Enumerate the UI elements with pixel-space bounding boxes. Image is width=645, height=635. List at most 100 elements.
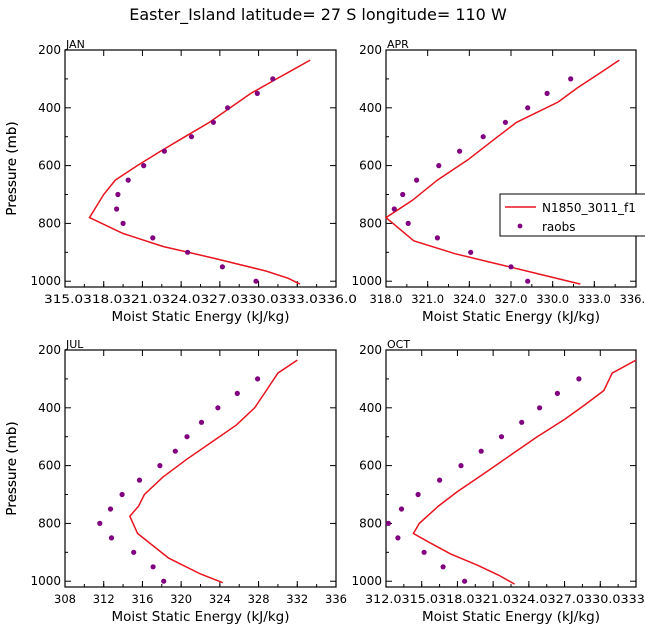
- obs-point: [120, 220, 126, 226]
- panel-label: APR: [387, 38, 409, 51]
- obs-point: [150, 564, 156, 570]
- y-tick-label: 400: [359, 401, 382, 415]
- y-tick-label: 800: [38, 216, 61, 230]
- obs-point: [525, 105, 531, 111]
- y-axis-label: Pressure (mb): [4, 421, 20, 515]
- x-tick-label: 332: [286, 592, 308, 606]
- plot-frame: [64, 349, 337, 588]
- y-tick-label: 1000: [30, 574, 61, 588]
- y-tick-label: 600: [359, 459, 382, 473]
- y-tick-label: 200: [38, 43, 61, 57]
- x-axis-label: Moist Static Energy (kJ/kg): [112, 309, 290, 325]
- y-tick-label: 800: [359, 216, 382, 230]
- y-tick-label: 1000: [30, 274, 61, 288]
- legend-model-label: N1850_3011_f1: [542, 201, 636, 215]
- panel-label: OCT: [387, 338, 410, 351]
- y-tick-label: 200: [359, 343, 382, 357]
- obs-point: [519, 419, 525, 425]
- obs-point: [478, 448, 484, 454]
- x-tick-label: 336.0: [620, 292, 645, 306]
- x-tick-label: 321.0: [411, 292, 444, 306]
- obs-point: [161, 148, 167, 154]
- obs-point: [405, 220, 411, 226]
- obs-point: [525, 278, 531, 284]
- obs-point: [554, 390, 561, 396]
- panels: JAN 315.0318.0321.0324.0327.0330.0333.033…: [4, 38, 645, 625]
- obs-point: [457, 148, 463, 154]
- obs-point: [415, 491, 421, 498]
- obs-point: [225, 105, 231, 111]
- y-axis-label: Pressure (mb): [4, 121, 20, 215]
- legend: N1850_3011_f1 raobs: [499, 193, 645, 237]
- y-tick-label: 800: [359, 516, 382, 530]
- obs-point: [440, 564, 446, 570]
- obs-point: [150, 235, 156, 241]
- chart-panel-oct: OCT 312.0315.0318.0321.0324.0327.0330.033…: [4, 338, 645, 625]
- obs-point: [255, 376, 261, 382]
- obs-point: [131, 549, 137, 555]
- obs-point: [436, 163, 442, 169]
- plot-frame: [385, 49, 637, 288]
- obs-point: [391, 206, 397, 212]
- obs-point: [125, 177, 131, 183]
- chart-panel-jul: JUL 308 312 316 320 324 328 332 336 200 400 600 800 1…: [4, 338, 347, 625]
- obs-point: [210, 119, 216, 125]
- obs-point: [421, 549, 427, 555]
- x-tick-label: 316: [131, 592, 153, 606]
- obs-point: [215, 405, 221, 411]
- x-axis-label: Moist Static Energy (kJ/kg): [422, 309, 600, 325]
- x-tick-label: 333.0: [578, 292, 611, 306]
- obs-point: [462, 578, 468, 584]
- obs-point: [544, 90, 550, 96]
- obs-point: [254, 90, 260, 96]
- obs-point: [498, 434, 505, 440]
- obs-point: [568, 76, 574, 82]
- obs-point: [576, 376, 582, 382]
- x-tick-labels: 315.0318.0321.0324.0327.0330.0333.0336.0: [44, 292, 357, 306]
- x-tick-label: 320: [170, 592, 192, 606]
- obs-point: [480, 134, 486, 140]
- x-tick-label: 312: [93, 592, 115, 606]
- series-line-model: [412, 359, 637, 585]
- obs-point: [385, 520, 391, 527]
- figure-title: Easter_Island latitude= 27 S longitude= …: [129, 5, 507, 25]
- obs-point: [107, 506, 114, 512]
- x-tick-label: 327.0: [495, 292, 528, 306]
- x-tick-label: 318.0: [370, 292, 403, 306]
- chart-panel-jan: JAN 315.0318.0321.0324.0327.0330.0333.033…: [4, 38, 357, 325]
- obs-point: [270, 76, 276, 82]
- obs-point: [188, 134, 195, 140]
- y-tick-label: 1000: [351, 574, 382, 588]
- y-tick-label: 400: [359, 101, 382, 115]
- series-line-model: [384, 59, 620, 285]
- panel-label: JAN: [65, 38, 85, 51]
- obs-point: [184, 434, 190, 440]
- x-tick-label: 330.0: [536, 292, 569, 306]
- y-tick-label: 200: [359, 43, 382, 57]
- x-tick-labels: 312.0315.0318.0321.0324.0327.0330.0333.0: [365, 592, 645, 606]
- series-line-model: [88, 59, 311, 285]
- chart-panel-apr: APR 318.0 321.0 324.0 327.0 330.0 333.0 336.0 20…: [4, 38, 645, 325]
- legend-obs-label: raobs: [542, 220, 576, 234]
- x-axis-label: Moist Static Energy (kJ/kg): [112, 609, 290, 625]
- obs-point: [234, 390, 240, 396]
- x-tick-label: 324: [209, 592, 231, 606]
- obs-point: [395, 535, 401, 541]
- obs-point: [434, 235, 440, 241]
- obs-point: [108, 535, 115, 541]
- obs-point: [537, 405, 543, 411]
- series-line-model: [128, 359, 298, 584]
- obs-point: [468, 249, 474, 255]
- obs-point: [119, 491, 125, 498]
- obs-point: [198, 419, 205, 425]
- obs-point: [458, 463, 464, 469]
- obs-point: [185, 249, 191, 255]
- y-tick-label: 600: [38, 459, 61, 473]
- legend-box: [499, 193, 645, 237]
- obs-point: [414, 177, 420, 183]
- obs-point: [97, 520, 103, 527]
- obs-point: [157, 463, 163, 469]
- y-axis-label: Pressure (mb): [4, 421, 20, 515]
- obs-point: [115, 191, 121, 198]
